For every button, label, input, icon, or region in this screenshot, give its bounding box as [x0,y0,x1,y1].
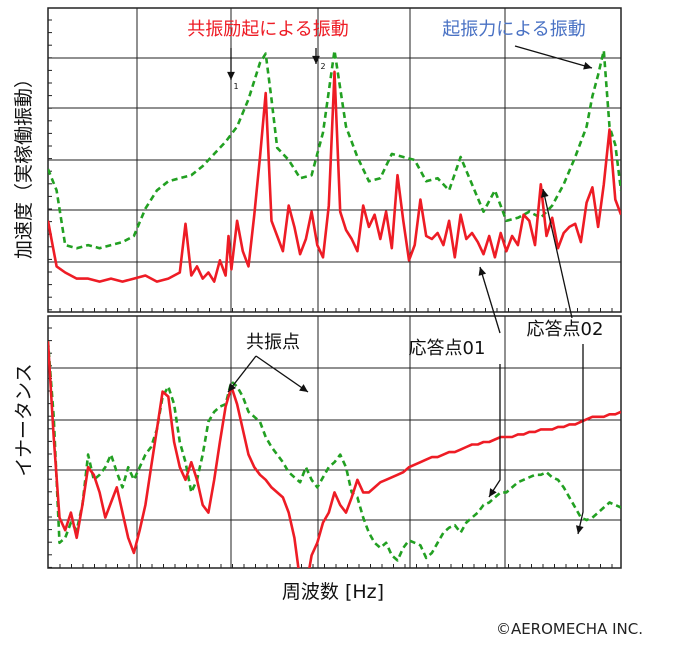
chart-annotations: 共振励起による振動 起振力による振動 1 2 共振点 応答点01 応答点02 [187,19,604,535]
response-point-02-label: 応答点02 [527,319,604,340]
axis-labels: 加速度（実稼働振動） イナータンス 周波数 [Hz] [13,69,384,603]
arrow-head [489,488,497,497]
chart-series [48,49,621,568]
arrow-head [299,384,308,392]
annotation-arrow [488,364,501,498]
copyright-text: ©AEROMECHA INC. [495,620,643,638]
resonance-excited-label: 共振励起による振動 [187,19,348,40]
arrow-head [228,383,237,392]
series-line-green [48,341,621,562]
annotation-arrow [577,344,584,535]
series-line-red [48,70,621,283]
response-point-01-label: 応答点01 [409,338,486,359]
annotation-arrow [542,188,573,319]
arrow-head [312,55,320,64]
chart-frames [47,7,622,569]
top-y-axis-label: 加速度（実稼働振動） [13,69,35,259]
annotation-arrow [255,355,309,393]
peak-marker-2: 2 [320,62,325,71]
arrow-head [478,267,487,276]
peak-marker-1: 1 [233,82,238,91]
annotation-arrow [514,45,593,69]
resonance-points-label: 共振点 [246,332,300,353]
panel-frame-2 [47,315,622,569]
arrow-head [540,189,549,198]
series-line-green [48,49,621,250]
arrow-head [227,71,235,80]
annotation-arrow [479,266,501,334]
excitation-force-label: 起振力による振動 [442,19,585,40]
x-axis-label: 周波数 [Hz] [282,581,384,603]
bottom-y-axis-label: イナータンス [13,363,35,476]
series-line-red [48,341,621,568]
arrow-head [575,525,584,534]
arrow-head [583,62,592,70]
